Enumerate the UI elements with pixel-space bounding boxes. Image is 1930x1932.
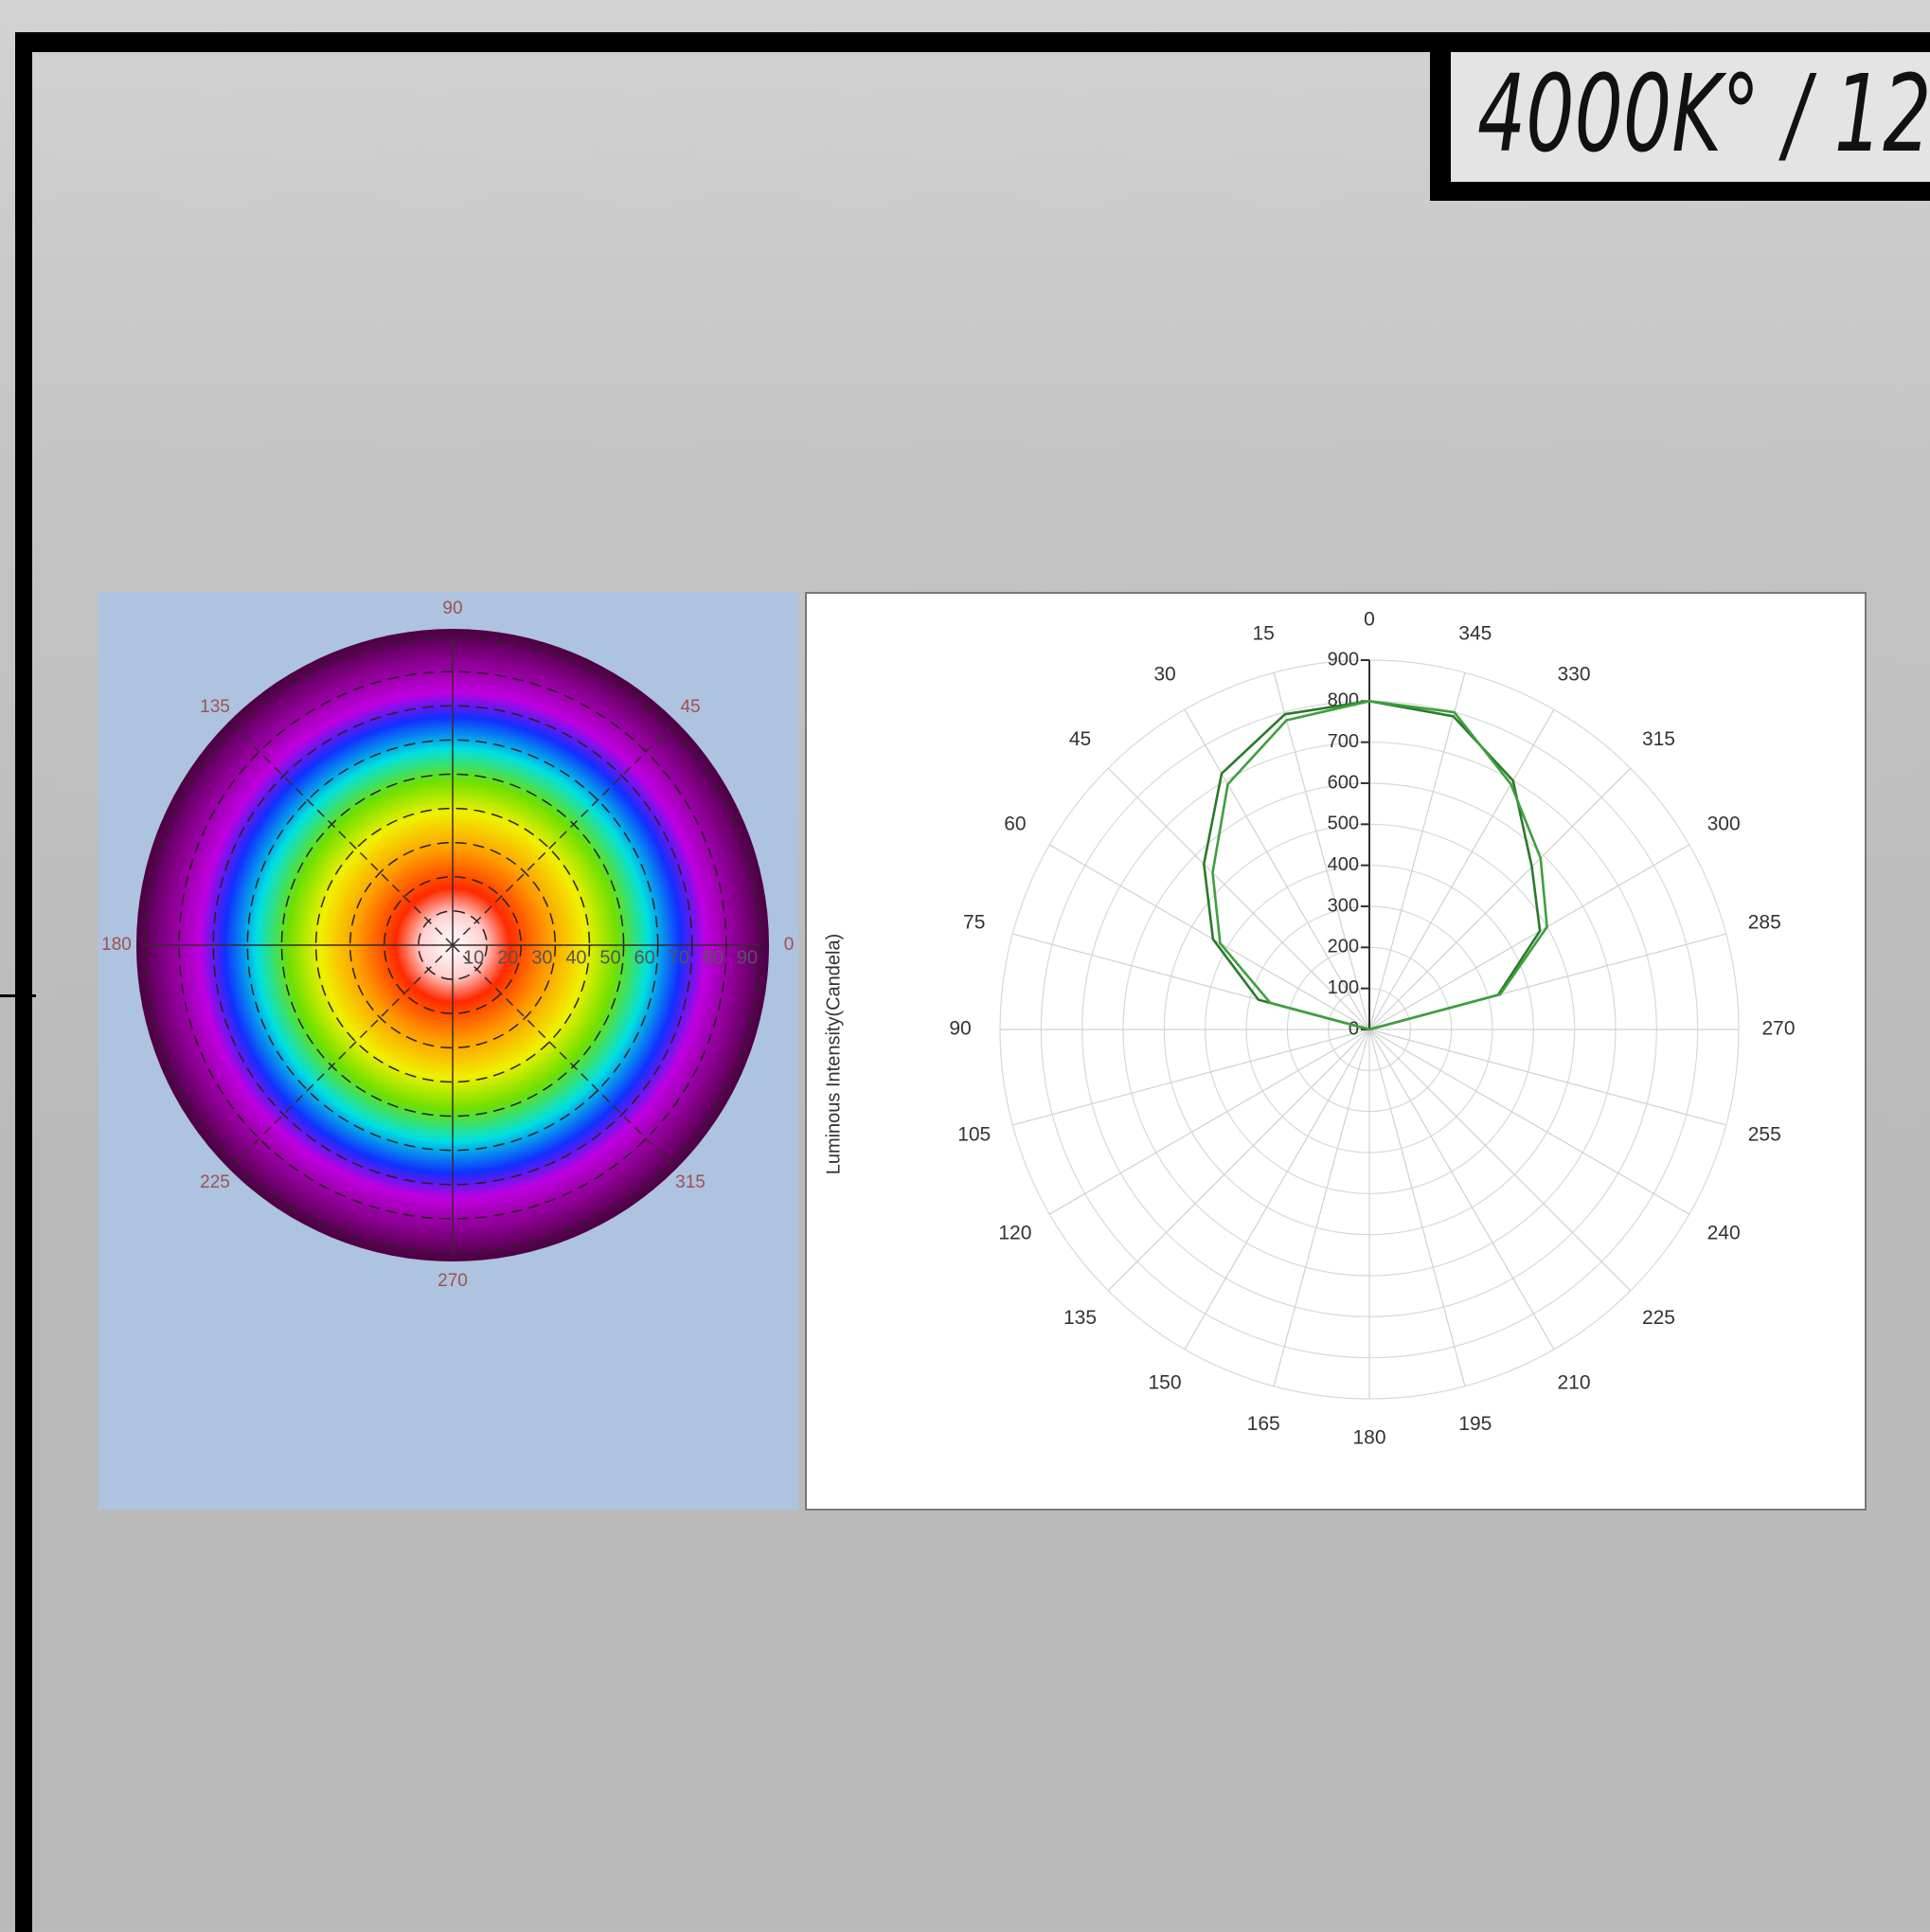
angle-label: 0 — [784, 935, 795, 955]
radial-ring — [384, 876, 522, 1014]
radial-ring — [314, 807, 591, 1083]
angle-label: 180 — [101, 935, 132, 955]
radial-label: 20 — [497, 947, 518, 968]
angle-label: 315 — [1642, 728, 1675, 750]
angle-label: 120 — [998, 1223, 1031, 1244]
radial-ring — [418, 910, 488, 980]
radial-ring — [144, 636, 761, 1254]
radial-label: 70 — [669, 947, 689, 968]
angle-label: 135 — [200, 697, 230, 717]
angle-spoke — [1368, 1029, 1726, 1126]
angle-spoke — [1273, 1029, 1370, 1386]
angle-spoke — [1368, 767, 1632, 1030]
polar-panel — [805, 592, 1867, 1511]
angle-label: 180 — [1352, 1427, 1385, 1449]
radial-label: 80 — [703, 947, 724, 968]
radial-tick-label: 0 — [1349, 1018, 1359, 1039]
angle-label: 195 — [1458, 1413, 1492, 1435]
radial-tick-label: 300 — [1328, 895, 1359, 916]
radial-tick-label: 600 — [1328, 772, 1359, 793]
angle-label: 210 — [1557, 1372, 1590, 1394]
angle-spoke — [1184, 1029, 1370, 1351]
angle-label: 225 — [1642, 1307, 1675, 1329]
radial-ring — [178, 671, 727, 1220]
badge-box — [1451, 52, 1930, 182]
angle-spoke — [1048, 844, 1370, 1030]
angle-label: 315 — [675, 1172, 706, 1192]
angle-spoke — [1368, 844, 1690, 1030]
angle-label: 0 — [1364, 609, 1375, 631]
frame-top — [15, 32, 1930, 52]
radial-tick-label: 500 — [1328, 814, 1359, 834]
angle-spoke — [1184, 708, 1370, 1030]
angle-spoke — [1273, 672, 1370, 1030]
radial-tick-label: 200 — [1328, 937, 1359, 957]
angle-label: 105 — [957, 1123, 991, 1145]
angle-spoke — [1368, 1029, 1632, 1292]
angle-label: 45 — [1069, 728, 1091, 750]
angle-label: 300 — [1707, 814, 1741, 835]
angle-label: 15 — [1253, 622, 1275, 644]
radial-label: 60 — [634, 947, 655, 968]
angle-label: 135 — [1063, 1307, 1097, 1329]
angle-label: 75 — [963, 912, 985, 934]
angle-label: 255 — [1748, 1123, 1781, 1145]
angle-spoke — [234, 726, 454, 946]
angle-spoke — [1107, 767, 1370, 1030]
radial-tick-label: 400 — [1328, 854, 1359, 875]
angle-label: 285 — [1748, 912, 1781, 934]
angle-label: 45 — [680, 697, 700, 717]
angle-spoke — [1368, 1029, 1466, 1386]
radial-label: 10 — [463, 947, 484, 968]
frame-tick — [0, 994, 36, 997]
badge-title: 4000K° / 120° — [1477, 53, 1930, 177]
angle-spoke — [1368, 1029, 1555, 1351]
angle-spoke — [1048, 1029, 1370, 1215]
radial-ring — [348, 841, 557, 1049]
angle-spoke — [452, 726, 671, 946]
angle-label: 90 — [949, 1018, 971, 1040]
angle-label: 30 — [1153, 663, 1175, 685]
angle-label: 60 — [1004, 814, 1026, 835]
angle-label: 240 — [1707, 1223, 1741, 1244]
angle-label: 330 — [1557, 663, 1590, 685]
radial-label: 30 — [531, 947, 552, 968]
angle-label: 90 — [442, 599, 462, 618]
frame-left — [15, 32, 32, 1932]
angle-label: 345 — [1458, 622, 1492, 644]
radial-ring — [280, 773, 625, 1118]
intensity-curve — [1211, 700, 1548, 1031]
angle-spoke — [1012, 1029, 1370, 1126]
radial-label: 50 — [599, 947, 620, 968]
angle-label: 270 — [438, 1271, 468, 1291]
radial-tick-label: 700 — [1328, 731, 1359, 752]
radial-ring — [212, 705, 693, 1186]
angle-label: 150 — [1148, 1372, 1181, 1394]
angle-spoke — [1368, 672, 1466, 1030]
angle-spoke — [452, 944, 671, 1164]
angle-spoke — [1107, 1029, 1370, 1292]
radial-tick-label: 100 — [1328, 977, 1359, 998]
radial-label: 40 — [565, 947, 586, 968]
angle-label: 270 — [1761, 1018, 1795, 1040]
y-axis-label: Luminous Intensity(Candela) — [823, 934, 844, 1175]
angle-spoke — [1368, 1029, 1690, 1215]
angle-spoke — [1368, 708, 1555, 1030]
radial-label: 90 — [737, 947, 758, 968]
angle-label: 225 — [200, 1172, 230, 1192]
radial-ring — [246, 739, 659, 1152]
angle-spoke — [234, 944, 454, 1164]
radial-tick-label: 900 — [1328, 649, 1359, 670]
angle-label: 165 — [1247, 1413, 1280, 1435]
